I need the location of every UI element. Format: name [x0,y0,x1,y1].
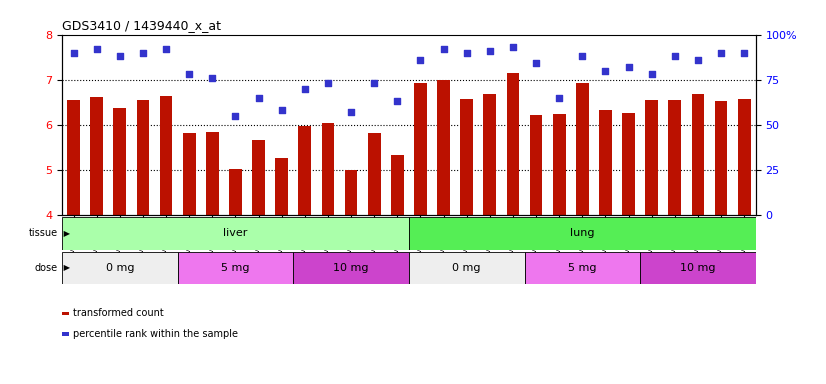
Text: percentile rank within the sample: percentile rank within the sample [73,329,238,339]
Point [113,53,126,59]
Text: lung: lung [570,228,595,238]
Bar [62,333,69,336]
Point [576,53,589,59]
Point [136,50,150,56]
Bar [640,252,756,284]
Bar [460,99,473,215]
Bar [90,97,103,215]
Point [344,109,358,115]
Point [529,60,543,66]
Text: dose: dose [35,263,58,273]
Bar [525,252,640,284]
Bar [298,126,311,215]
Point [599,68,612,74]
Point [159,46,173,52]
Text: 10 mg: 10 mg [334,263,368,273]
Point [714,50,728,56]
Text: 0 mg: 0 mg [453,263,481,273]
Bar [576,83,589,215]
Point [368,80,381,86]
Point [275,107,288,113]
Point [298,86,311,92]
Bar [113,108,126,215]
Bar [645,101,658,215]
Text: GDS3410 / 1439440_x_at: GDS3410 / 1439440_x_at [62,19,221,32]
Bar [506,73,520,215]
Bar [668,101,681,215]
Point [668,53,681,59]
Point [460,50,473,56]
Bar [529,115,543,215]
Bar [622,113,635,215]
Bar [62,252,178,284]
Bar [368,133,381,215]
Bar [206,132,219,215]
Bar [391,155,404,215]
Bar [483,94,496,215]
Bar [229,169,242,215]
Point [553,95,566,101]
Text: 10 mg: 10 mg [681,263,715,273]
Bar [599,110,612,215]
Point [90,46,103,52]
Bar [178,252,293,284]
Text: 5 mg: 5 mg [568,263,596,273]
Point [622,64,635,70]
Point [206,75,219,81]
Point [645,71,658,77]
Point [437,46,450,52]
Bar [321,123,335,215]
Point [414,57,427,63]
Point [229,113,242,119]
Point [321,80,335,86]
Point [252,95,265,101]
Text: liver: liver [223,228,248,238]
Point [183,71,196,77]
Bar [293,252,409,284]
Bar [409,217,756,250]
Text: tissue: tissue [29,228,58,238]
Point [506,44,520,50]
Bar [67,100,80,215]
Bar [183,133,196,215]
Text: ▶: ▶ [61,229,70,238]
Bar [437,80,450,215]
Bar [159,96,173,215]
Bar [414,83,427,215]
Text: ▶: ▶ [61,263,70,272]
Bar [738,99,751,215]
Point [67,50,80,56]
Bar [275,158,288,215]
Point [483,48,496,54]
Point [391,98,404,104]
Bar [62,217,409,250]
Point [691,57,705,63]
Bar [691,94,705,215]
Text: transformed count: transformed count [73,308,164,318]
Text: 0 mg: 0 mg [106,263,134,273]
Bar [553,114,566,215]
Bar [252,140,265,215]
Text: 5 mg: 5 mg [221,263,249,273]
Point [738,50,751,56]
Bar [409,252,525,284]
Bar [714,101,728,215]
Bar [136,99,150,215]
Bar [62,312,69,315]
Bar [344,170,358,215]
